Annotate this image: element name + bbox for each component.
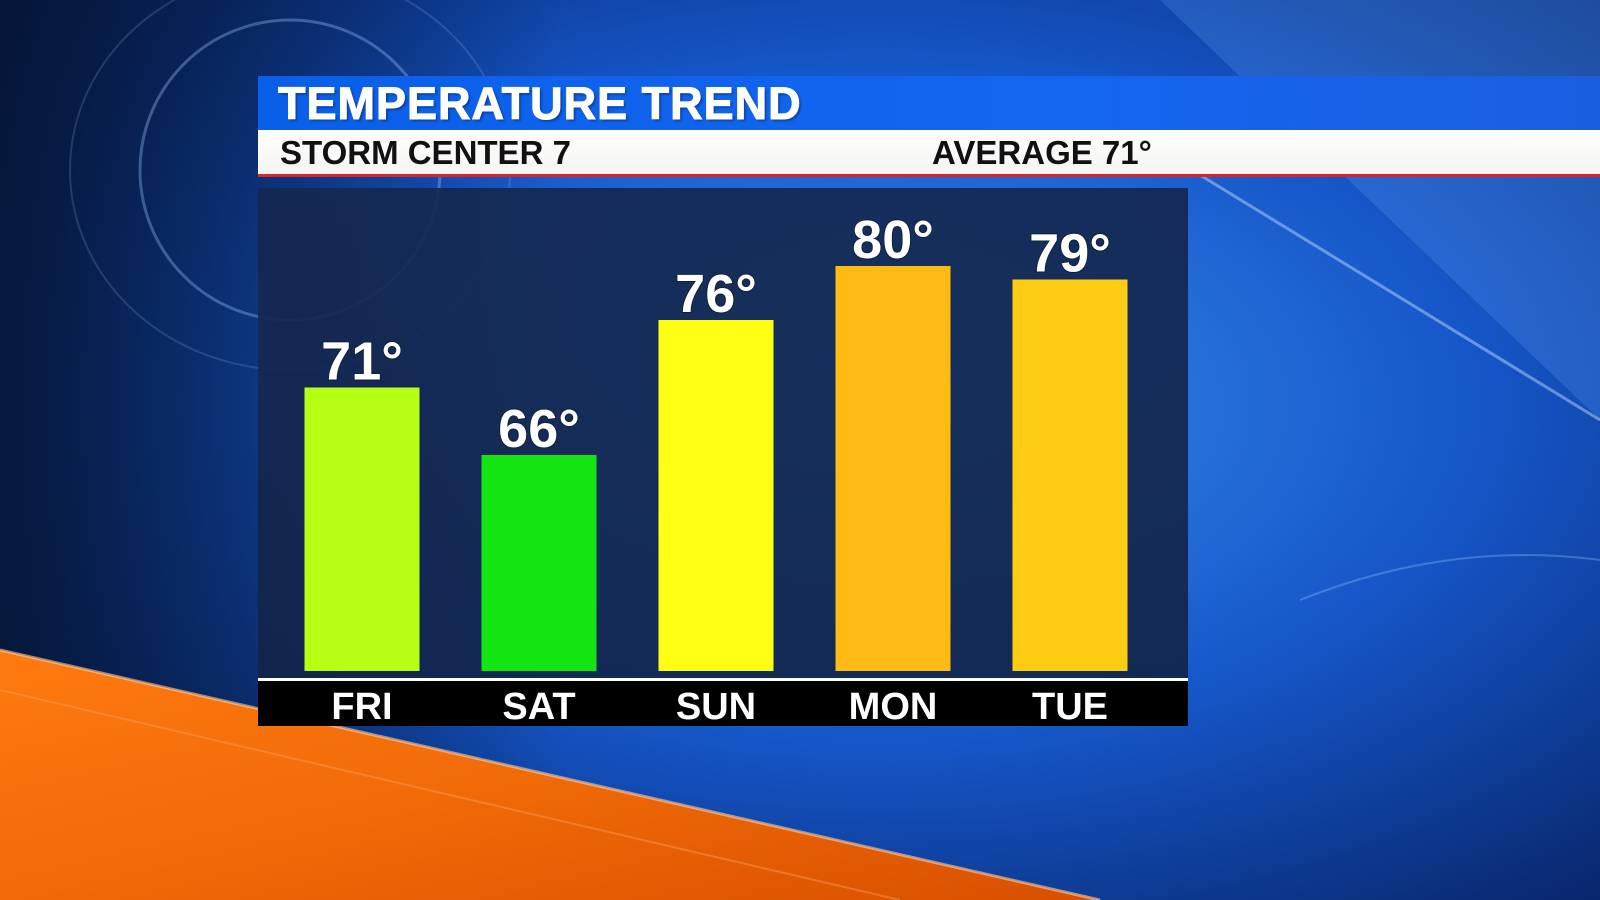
day-label-band bbox=[258, 681, 1188, 726]
value-label-sun: 76° bbox=[675, 264, 757, 324]
title-bar: TEMPERATURE TREND bbox=[258, 76, 1600, 130]
bar-sat bbox=[481, 455, 597, 671]
day-label-mon: MON bbox=[849, 686, 938, 726]
bar-sun bbox=[658, 320, 774, 671]
bar-fri bbox=[304, 387, 420, 671]
bar-mon bbox=[835, 266, 951, 671]
day-label-sun: SUN bbox=[676, 686, 756, 726]
day-label-tue: TUE bbox=[1032, 686, 1108, 726]
average-temperature: AVERAGE 71° bbox=[932, 134, 1152, 171]
x-axis-line bbox=[258, 678, 1188, 681]
station-name: STORM CENTER 7 bbox=[280, 134, 571, 171]
temperature-bar-chart: 71° 66° 76° 80° 79° bbox=[304, 209, 1128, 671]
value-label-mon: 80° bbox=[852, 210, 934, 270]
value-label-sat: 66° bbox=[498, 399, 580, 459]
bar-tue bbox=[1012, 279, 1128, 671]
subtitle-bar: STORM CENTER 7 AVERAGE 71° bbox=[258, 130, 1600, 177]
day-label-fri: FRI bbox=[331, 686, 392, 726]
value-label-tue: 79° bbox=[1029, 224, 1111, 284]
day-label-sat: SAT bbox=[502, 686, 575, 726]
chart-panel: 71° 66° 76° 80° 79° FRI SAT SUN MON TUE bbox=[258, 188, 1188, 726]
chart-title: TEMPERATURE TREND bbox=[278, 78, 802, 130]
value-label-fri: 71° bbox=[321, 332, 403, 392]
day-labels: FRI SAT SUN MON TUE bbox=[331, 686, 1108, 726]
